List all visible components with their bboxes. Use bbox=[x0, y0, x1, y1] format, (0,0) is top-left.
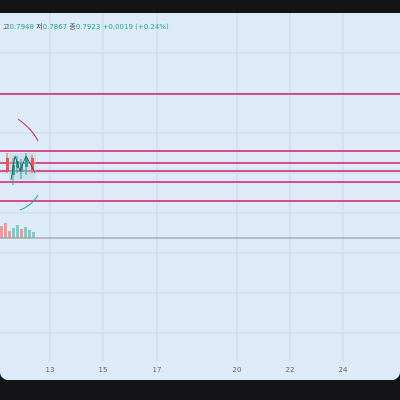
price-chart[interactable] bbox=[0, 13, 400, 380]
low-value: 0.7867 bbox=[42, 23, 68, 31]
change-value: +0.0019 (+0.24%) bbox=[102, 23, 169, 31]
time-tick-20: 20 bbox=[232, 366, 242, 374]
upper-profile-curve bbox=[17, 118, 39, 142]
vertical-grid bbox=[49, 13, 344, 362]
pattern-lines bbox=[10, 155, 36, 181]
time-tick-17: 17 bbox=[152, 366, 162, 374]
chart-pane[interactable]: 고0.7948 저0.7867 종0.7923 +0.0019 (+0.24%)… bbox=[0, 13, 400, 380]
time-tick-22: 22 bbox=[285, 366, 295, 374]
volume-bars bbox=[0, 223, 35, 238]
time-tick-13: 13 bbox=[45, 366, 55, 374]
close-value: 0.7923 bbox=[75, 23, 101, 31]
high-label: 고 bbox=[3, 23, 10, 31]
lower-profile-curve bbox=[19, 194, 39, 211]
time-tick-24: 24 bbox=[338, 366, 348, 374]
high-value: 0.7948 bbox=[9, 23, 34, 31]
ohlc-legend: 고0.7948 저0.7867 종0.7923 +0.0019 (+0.24%) bbox=[3, 22, 169, 32]
low-label: 저 bbox=[36, 23, 43, 31]
time-axis[interactable]: 13 15 17 20 22 24 bbox=[0, 362, 400, 378]
time-tick-15: 15 bbox=[98, 366, 108, 374]
bottom-bar bbox=[0, 380, 400, 400]
horizontal-grid bbox=[0, 52, 400, 334]
close-label: 종 bbox=[69, 23, 76, 31]
